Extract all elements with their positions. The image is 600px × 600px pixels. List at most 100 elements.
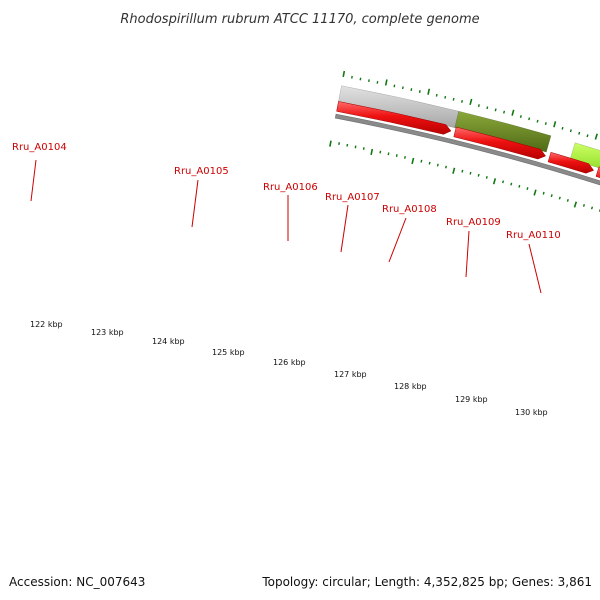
gene-label-lines	[30, 159, 542, 294]
cds-arrow-1[interactable]	[453, 126, 546, 160]
inner-tick-4	[362, 147, 365, 150]
outer-tick-27	[569, 129, 572, 133]
inner-tick-9	[404, 156, 406, 159]
length-label: Length:	[374, 575, 421, 589]
cds-arrow-2[interactable]	[547, 151, 594, 174]
inner-tick-6	[379, 150, 382, 154]
outer-tick-4	[376, 80, 379, 84]
inner-tick-16	[461, 169, 464, 173]
inner-tick-10	[411, 157, 415, 165]
cds-arrow-0[interactable]	[336, 101, 452, 135]
outer-tick-3	[368, 79, 370, 83]
inner-tick-19	[485, 176, 488, 179]
outer-tick-15	[469, 98, 473, 105]
cds-arrows	[336, 101, 600, 192]
inner-tick-2	[346, 143, 349, 147]
genome-backbone	[334, 113, 600, 186]
gene-label-rru-a0110[interactable]: Rru_A0110	[506, 230, 561, 241]
map-title: Rhodospirillum rubrum ATCC 11170, comple…	[120, 12, 479, 27]
outer-tick-16	[477, 104, 480, 108]
outer-tick-13	[452, 97, 455, 101]
outer-tick-17	[486, 106, 489, 110]
outer-tick-28	[578, 131, 581, 135]
outer-tick-8	[410, 88, 413, 92]
leader-line-6	[528, 243, 542, 294]
leader-line-5	[465, 230, 470, 278]
inner-tick-25	[533, 189, 537, 196]
outer-tick-10	[427, 88, 431, 95]
kbp-label-125: 125 kbp	[212, 348, 245, 357]
inner-tick-28	[558, 196, 561, 200]
gene-label-rru-a0104[interactable]: Rru_A0104	[12, 142, 67, 153]
kbp-label-129: 129 kbp	[455, 395, 488, 404]
inner-tick-7	[387, 152, 390, 156]
outer-tick-26	[561, 126, 564, 130]
gene-label-rru-a0106[interactable]: Rru_A0106	[263, 182, 318, 193]
inner-tick-29	[566, 199, 569, 202]
genes-label: Genes:	[511, 575, 554, 589]
outer-tick-1	[351, 75, 353, 79]
outer-tick-2	[359, 77, 362, 81]
kbp-label-126: 126 kbp	[273, 358, 306, 367]
kbp-label-130: 130 kbp	[515, 408, 548, 417]
outer-tick-20	[511, 109, 515, 116]
inner-tick-17	[469, 171, 472, 175]
outer-tick-9	[418, 90, 421, 93]
outer-tick-30	[594, 133, 598, 140]
leader-line-0	[30, 159, 37, 202]
accession-label: Accession:	[9, 575, 73, 589]
inner-tick-23	[518, 184, 521, 188]
outer-tick-0	[342, 70, 346, 78]
outer-tick-25	[553, 121, 557, 128]
outer-tick-24	[544, 122, 547, 125]
gene-label-rru-a0108[interactable]: Rru_A0108	[382, 204, 437, 215]
inner-tick-26	[542, 191, 545, 195]
cds-arrow-3[interactable]	[595, 166, 600, 192]
inner-tick-1	[338, 142, 340, 146]
genome-stats: Topology: circular; Length: 4,352,825 bp…	[262, 575, 592, 589]
leader-line-3	[340, 204, 349, 253]
inner-tick-22	[510, 182, 513, 186]
inner-tick-24	[526, 187, 529, 190]
inner-tick-0	[329, 140, 332, 147]
outer-tick-18	[494, 108, 497, 112]
gene-label-rru-a0107[interactable]: Rru_A0107	[325, 192, 380, 203]
genes-value: 3,861	[557, 575, 592, 589]
outer-tick-22	[528, 117, 531, 121]
inner-tick-5	[370, 148, 374, 156]
kbp-label-123: 123 kbp	[91, 328, 124, 337]
inner-tick-30	[573, 201, 578, 208]
outer-tick-29	[586, 134, 589, 138]
gene-label-rru-a0105[interactable]: Rru_A0105	[174, 166, 229, 177]
outer-tick-14	[461, 100, 463, 103]
backbone-line	[334, 113, 600, 186]
outer-tick-19	[503, 110, 506, 114]
scale-ticks	[329, 70, 600, 212]
inner-tick-12	[428, 161, 431, 165]
outer-tick-23	[536, 119, 539, 123]
outer-tick-6	[393, 84, 396, 88]
inner-tick-27	[550, 194, 553, 198]
topology-label: Topology:	[262, 575, 319, 589]
outer-tick-12	[444, 95, 447, 99]
inner-tick-8	[395, 154, 398, 158]
topology-value: circular	[322, 575, 367, 589]
outer-tick-7	[401, 86, 404, 90]
length-value: 4,352,825 bp	[423, 575, 504, 589]
inner-tick-32	[590, 206, 594, 210]
gene-label-rru-a0109[interactable]: Rru_A0109	[446, 217, 501, 228]
outer-tick-11	[435, 93, 438, 97]
leader-line-1	[191, 179, 199, 228]
kbp-label-128: 128 kbp	[394, 382, 427, 391]
accession-info: Accession: NC_007643	[9, 575, 145, 589]
inner-tick-21	[502, 180, 505, 184]
inner-tick-11	[420, 159, 423, 163]
accession-value: NC_007643	[76, 575, 146, 589]
inner-tick-15	[452, 167, 456, 174]
inner-tick-3	[354, 145, 357, 149]
kbp-label-127: 127 kbp	[334, 370, 367, 379]
inner-tick-14	[445, 165, 447, 169]
feature-bands	[338, 85, 600, 169]
kbp-label-124: 124 kbp	[152, 337, 185, 346]
